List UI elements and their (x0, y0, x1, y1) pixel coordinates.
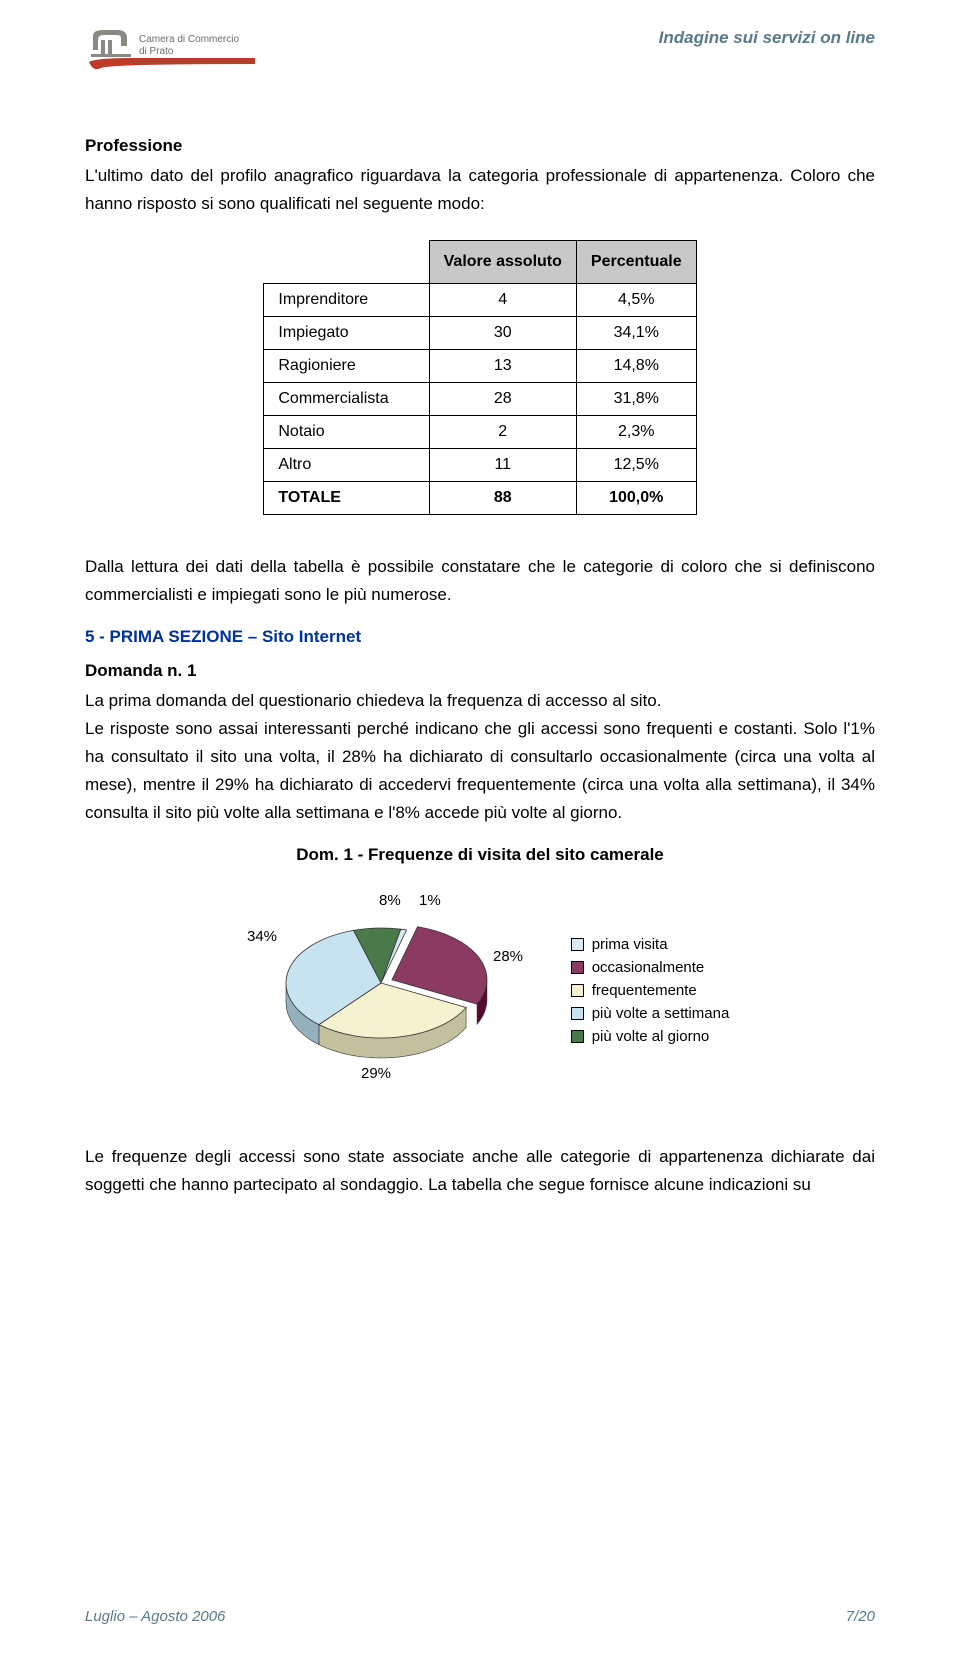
heading-sezione-text: 5 - PRIMA SEZIONE – Sito Internet (85, 627, 361, 646)
table-col-pct: Percentuale (576, 241, 696, 284)
table-row: Ragioniere1314,8% (264, 350, 696, 383)
pie-legend: prima visita occasionalmente frequentement… (571, 936, 730, 1051)
row-pct: 2,3% (576, 416, 696, 449)
row-abs: 4 (429, 284, 576, 317)
legend-item: occasionalmente (571, 959, 730, 976)
total-pct: 100,0% (576, 482, 696, 515)
legend-item: prima visita (571, 936, 730, 953)
pie-chart: 1% 28% 29% 34% 8% (231, 893, 531, 1093)
table-row: Impiegato3034,1% (264, 317, 696, 350)
row-label: Ragioniere (264, 350, 429, 383)
table-row: Imprenditore44,5% (264, 284, 696, 317)
chart-title: Dom. 1 - Frequenze di visita del sito ca… (85, 845, 875, 865)
heading-professione: Professione (85, 136, 875, 156)
legend-label: frequentemente (592, 982, 697, 999)
row-pct: 14,8% (576, 350, 696, 383)
total-label: TOTALE (264, 482, 429, 515)
logo-block: Camera di Commercio di Prato (85, 28, 265, 76)
table-col-abs: Valore assoluto (429, 241, 576, 284)
row-abs: 11 (429, 449, 576, 482)
legend-label: più volte al giorno (592, 1028, 710, 1045)
body-p3: Le risposte sono assai interessanti perc… (85, 715, 875, 827)
row-pct: 34,1% (576, 317, 696, 350)
row-label: Impiegato (264, 317, 429, 350)
body-p1: Dalla lettura dei dati della tabella è p… (85, 553, 875, 609)
row-label: Commercialista (264, 383, 429, 416)
body-p4: Le frequenze degli accessi sono state as… (85, 1143, 875, 1199)
row-pct: 4,5% (576, 284, 696, 317)
svg-text:34%: 34% (247, 928, 277, 945)
table-row: Commercialista2831,8% (264, 383, 696, 416)
pie-chart-area: 1% 28% 29% 34% 8% prima visita occasionalment… (85, 893, 875, 1093)
row-abs: 2 (429, 416, 576, 449)
row-pct: 31,8% (576, 383, 696, 416)
heading-sezione: 5 - PRIMA SEZIONE – Sito Internet (85, 627, 875, 647)
svg-text:29%: 29% (361, 1065, 391, 1082)
legend-item: più volte a settimana (571, 1005, 730, 1022)
legend-swatch (571, 961, 584, 974)
row-abs: 30 (429, 317, 576, 350)
table-row: Altro1112,5% (264, 449, 696, 482)
table-row: Notaio22,3% (264, 416, 696, 449)
legend-label: più volte a settimana (592, 1005, 730, 1022)
total-abs: 88 (429, 482, 576, 515)
legend-swatch (571, 1030, 584, 1043)
legend-item: frequentemente (571, 982, 730, 999)
row-label: Notaio (264, 416, 429, 449)
logo-text-1: Camera di Commercio (139, 34, 239, 45)
row-label: Altro (264, 449, 429, 482)
table-empty-header (264, 241, 429, 284)
legend-swatch (571, 938, 584, 951)
legend-label: occasionalmente (592, 959, 705, 976)
footer-right: 7/20 (846, 1608, 875, 1625)
legend-swatch (571, 1007, 584, 1020)
row-abs: 28 (429, 383, 576, 416)
logo-text-2: di Prato (139, 46, 174, 57)
legend-label: prima visita (592, 936, 668, 953)
svg-text:8%: 8% (379, 893, 401, 909)
logo-icon: Camera di Commercio di Prato (85, 28, 265, 76)
svg-text:28%: 28% (493, 948, 523, 965)
legend-swatch (571, 984, 584, 997)
intro-paragraph: L'ultimo dato del profilo anagrafico rig… (85, 162, 875, 218)
heading-domanda: Domanda n. 1 (85, 661, 875, 681)
row-abs: 13 (429, 350, 576, 383)
legend-item: più volte al giorno (571, 1028, 730, 1045)
profession-table: Valore assoluto Percentuale Imprenditore… (263, 240, 696, 515)
page-footer: Luglio – Agosto 2006 7/20 (85, 1608, 875, 1625)
body-p2: La prima domanda del questionario chiede… (85, 687, 875, 715)
page-header: Camera di Commercio di Prato Indagine su… (85, 28, 875, 76)
svg-text:1%: 1% (419, 893, 441, 909)
doc-title: Indagine sui servizi on line (659, 28, 875, 48)
row-pct: 12,5% (576, 449, 696, 482)
row-label: Imprenditore (264, 284, 429, 317)
footer-left: Luglio – Agosto 2006 (85, 1608, 225, 1625)
table-total-row: TOTALE88100,0% (264, 482, 696, 515)
